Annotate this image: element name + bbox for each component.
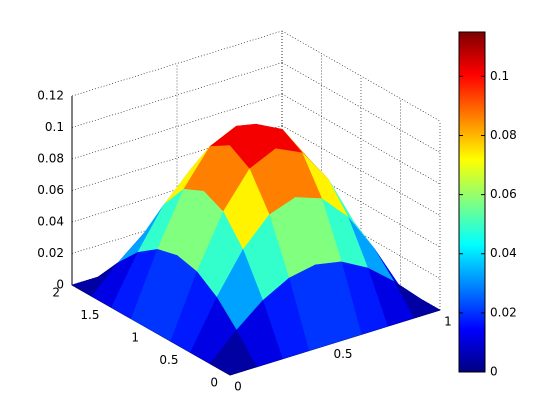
y-tick-label: 2 xyxy=(52,286,60,300)
z-tick-label: 0 xyxy=(56,278,64,292)
z-tick-label: 0.12 xyxy=(37,89,64,103)
z-grid-line xyxy=(281,30,441,122)
y-tick-label: 1 xyxy=(131,331,139,345)
y-tick-label: 0 xyxy=(210,376,218,390)
colorbar-tick-label: 0 xyxy=(490,365,498,379)
z-grid-line xyxy=(281,125,441,216)
x-tick-label: 1 xyxy=(444,315,452,329)
z-tick-label: 0.08 xyxy=(37,152,64,166)
colorbar-tick-label: 0.04 xyxy=(490,246,517,260)
y-tick-label: 0.5 xyxy=(159,353,178,367)
z-tick-label: 0.02 xyxy=(37,246,64,260)
y-tick-label: 1.5 xyxy=(80,308,99,322)
z-tick-label: 0.1 xyxy=(45,120,64,134)
colorbar xyxy=(458,31,486,373)
colorbar-tick-label: 0.08 xyxy=(490,128,517,142)
z-grid-line xyxy=(71,30,283,97)
colorbar-tick-label: 0.06 xyxy=(490,187,517,201)
z-tick-label: 0.04 xyxy=(37,215,64,229)
x-tick-label: 0 xyxy=(234,380,242,394)
x-tick-label: 0.5 xyxy=(333,347,352,361)
z-tick-label: 0.06 xyxy=(37,183,64,197)
z-grid-line xyxy=(71,93,283,160)
z-grid-line xyxy=(71,62,283,128)
colorbar-tick-label: 0.1 xyxy=(490,69,509,83)
surface-patch xyxy=(209,329,257,376)
colorbar-tick-label: 0.02 xyxy=(490,305,517,319)
z-grid-line xyxy=(281,62,441,153)
